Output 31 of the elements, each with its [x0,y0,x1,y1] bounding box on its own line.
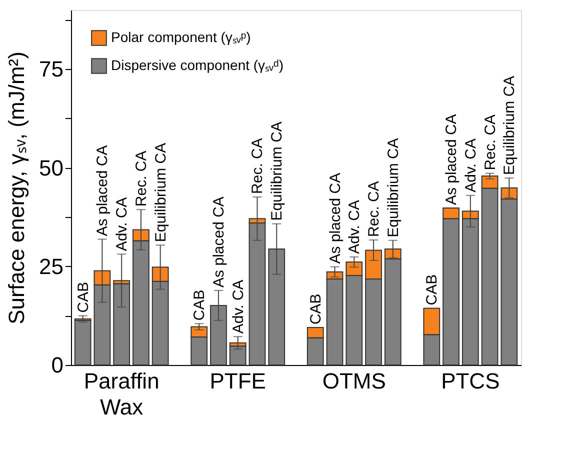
data-label: Adv. CA [230,280,247,334]
data-label: Equilibrium CA [384,138,402,238]
x-tick-label: OTMS [322,368,386,394]
data-label: Rec. CA [366,181,383,237]
data-label: Rec. CA [482,114,499,170]
text: Equilibrium CA [268,122,286,221]
x-tick-label: Paraffin Wax [84,368,160,420]
data-label: CAB [307,294,324,325]
data-label: CAB [424,274,441,306]
data-label: Rec. CA [132,150,150,207]
text: As placed CA [210,196,228,288]
data-label: As placed CA [94,145,112,236]
data-label: Adv. CA [462,138,480,192]
data-label: Adv. CA [346,200,364,254]
legend-label: Dispersive component (γₛᵥᵈ) [111,57,284,73]
y-tick-label: 75 [39,56,64,82]
y-tick-label: 50 [39,155,64,180]
data-label: Equilibrium CA [152,142,170,242]
legend-label: Polar component (γₛᵥᵖ) [111,29,251,45]
data-label: As placed CA [326,172,344,264]
data-label: As placed CA [443,114,460,206]
x-tick-label: PTCS [441,368,500,394]
y-axis-title: Surface energy, γₛᵥ, (mJ/m²) [4,52,30,324]
y-tick-label: 25 [39,254,64,279]
y-tick-label: 0 [51,352,64,378]
x-tick-label: PTFE [210,368,266,394]
data-label: Equilibrium CA [501,76,518,176]
data-label: CAB [191,290,208,321]
data-label: CAB [74,282,92,313]
data-label: Rec. CA [249,138,266,194]
data-label: Adv. CA [114,197,131,252]
